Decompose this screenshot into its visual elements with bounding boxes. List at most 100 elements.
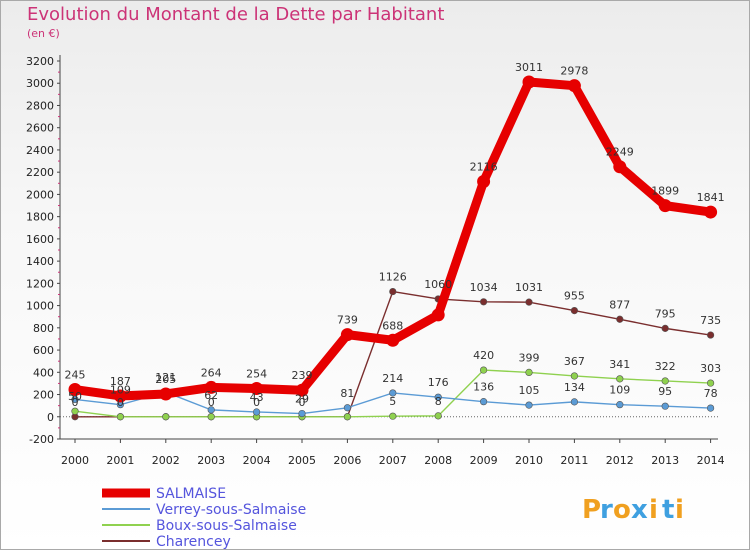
- data-point: [525, 401, 533, 409]
- data-point: [658, 199, 672, 213]
- x-tick-label: 2003: [197, 454, 225, 467]
- data-point: [706, 404, 715, 412]
- data-point: [706, 331, 715, 339]
- data-label: 29: [295, 393, 309, 406]
- data-label: 303: [700, 362, 721, 375]
- data-label: 367: [564, 355, 585, 368]
- data-point: [434, 412, 442, 420]
- data-label: 5: [389, 395, 396, 408]
- data-label: 50: [68, 390, 82, 403]
- chart-subtitle: (en €): [27, 27, 60, 40]
- x-tick-label: 2008: [424, 454, 452, 467]
- legend-label: Boux-sous-Salmaise: [156, 518, 297, 534]
- data-point: [616, 375, 624, 383]
- data-point: [68, 383, 82, 397]
- y-tick-label: 2600: [26, 122, 54, 135]
- data-point: [250, 382, 264, 396]
- x-tick-label: 2012: [606, 454, 634, 467]
- data-point: [113, 389, 127, 403]
- data-label: 1034: [470, 281, 498, 294]
- x-tick-label: 2001: [106, 454, 134, 467]
- data-point: [477, 175, 491, 189]
- data-label: 3011: [515, 61, 543, 74]
- data-label: 245: [65, 369, 86, 382]
- logo-letter: i: [675, 495, 684, 525]
- data-point: [431, 308, 445, 322]
- data-label: 136: [473, 381, 494, 394]
- logo-letter: x: [631, 495, 648, 525]
- data-point: [253, 408, 261, 416]
- data-label: 322: [655, 360, 676, 373]
- data-point: [613, 160, 627, 174]
- data-point: [343, 404, 352, 412]
- data-label: 214: [382, 372, 403, 385]
- data-point: [389, 412, 397, 420]
- data-label: 134: [564, 381, 585, 394]
- data-label: 239: [292, 369, 313, 382]
- data-point: [340, 328, 354, 342]
- data-label: 62: [204, 389, 218, 402]
- x-tick-label: 2010: [515, 454, 543, 467]
- data-point: [159, 387, 173, 401]
- y-tick-label: 2800: [26, 99, 54, 112]
- data-label: 688: [382, 319, 403, 332]
- data-label: 955: [564, 290, 585, 303]
- y-tick-label: 800: [33, 322, 54, 335]
- data-label: 739: [337, 314, 358, 327]
- y-tick-label: 600: [33, 344, 54, 357]
- data-point: [386, 333, 400, 347]
- data-label: 399: [519, 351, 540, 364]
- data-point: [616, 401, 624, 409]
- data-point: [298, 409, 306, 418]
- data-point: [570, 306, 579, 315]
- logo-letter: P: [582, 495, 601, 525]
- data-point: [661, 377, 669, 385]
- data-label: 109: [609, 384, 630, 397]
- data-point: [389, 287, 397, 296]
- data-label: 341: [609, 358, 630, 371]
- data-point: [71, 407, 79, 415]
- data-label: 176: [428, 376, 449, 389]
- data-label: 2978: [560, 65, 588, 78]
- y-tick-label: 1000: [26, 300, 54, 313]
- x-tick-label: 2014: [697, 454, 725, 467]
- data-label: 254: [246, 368, 267, 381]
- data-label: 0: [208, 396, 215, 409]
- y-tick-label: -200: [29, 433, 54, 446]
- data-label: 121: [155, 371, 176, 384]
- data-point: [204, 380, 218, 394]
- logo-letter: o: [613, 495, 631, 525]
- x-tick-label: 2004: [243, 454, 271, 467]
- y-tick-label: 2200: [26, 166, 54, 179]
- data-label: 0: [253, 396, 260, 409]
- legend-label: Verrey-sous-Salmaise: [156, 502, 306, 518]
- data-label: 0: [299, 396, 306, 409]
- data-point: [480, 366, 488, 374]
- y-tick-label: 400: [33, 366, 54, 379]
- y-tick-label: 1400: [26, 255, 54, 268]
- data-label: 205: [155, 373, 176, 386]
- x-tick-label: 2013: [651, 454, 679, 467]
- data-point: [706, 379, 715, 387]
- y-tick-label: 3200: [26, 55, 54, 68]
- data-point: [207, 413, 215, 421]
- y-tick-label: 3000: [26, 77, 54, 90]
- y-tick-label: 2000: [26, 188, 54, 201]
- data-label: 795: [655, 307, 676, 320]
- data-point: [567, 79, 581, 93]
- data-point: [343, 413, 352, 421]
- data-point: [704, 205, 718, 219]
- y-tick-label: 200: [33, 389, 54, 402]
- data-point: [71, 395, 79, 404]
- data-label: 2116: [470, 161, 498, 174]
- data-label: 95: [658, 385, 672, 398]
- data-point: [389, 389, 397, 397]
- data-point: [570, 372, 579, 380]
- data-point: [162, 413, 170, 421]
- data-label: 1126: [379, 271, 407, 284]
- data-label: 78: [704, 387, 718, 400]
- data-point: [661, 402, 669, 410]
- data-point: [480, 298, 488, 306]
- x-tick-label: 2009: [470, 454, 498, 467]
